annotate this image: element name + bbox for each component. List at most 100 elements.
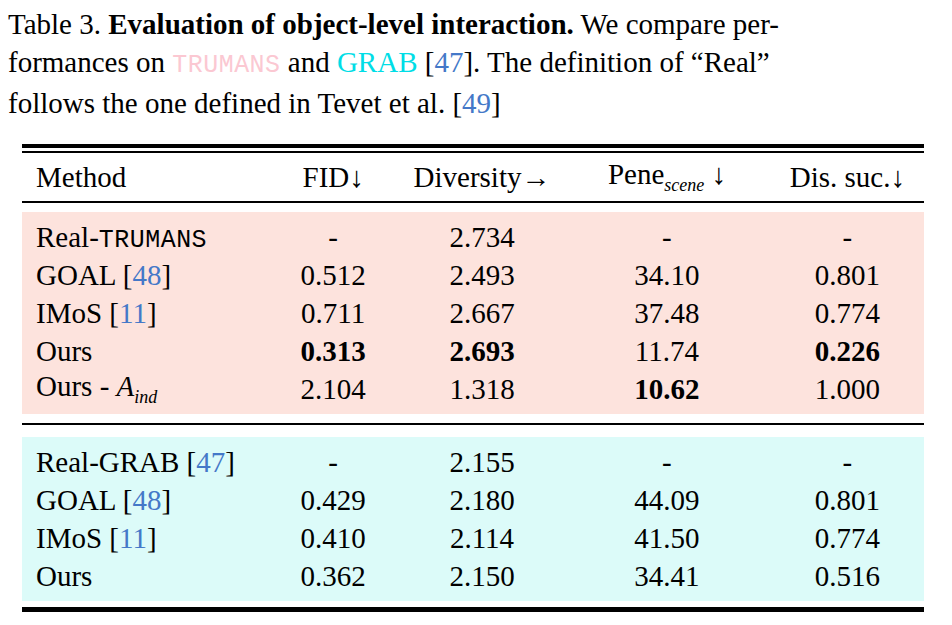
method-text: ]	[161, 259, 171, 291]
table-row: Ours 0.362 2.150 34.41 0.516	[22, 557, 924, 595]
column-header-diversity: Diversity→	[401, 161, 563, 194]
caption-text: We compare per-	[574, 8, 779, 40]
section-grab: Real-GRAB [47] - 2.155 - - GOAL [48] 0.4…	[22, 437, 924, 601]
results-table: Method FID↓ Diversity→ Penescene ↓ Dis. …	[22, 144, 924, 612]
citation-49[interactable]: 49	[462, 87, 491, 119]
cell-dis: 0.226	[771, 335, 924, 368]
method-text: ]	[147, 522, 157, 554]
method-text: Real-GRAB [	[36, 446, 196, 478]
table-row: Real-TRUMANS - 2.734 - -	[22, 218, 924, 256]
citation-11[interactable]: 11	[119, 522, 147, 554]
cell-fid: -	[266, 446, 401, 479]
table-row: Ours - Aind 2.104 1.318 10.62 1.000	[22, 370, 924, 408]
cell-diversity: 2.667	[401, 297, 563, 330]
cell-method: Real-TRUMANS	[22, 221, 266, 254]
method-text: Ours -	[36, 370, 117, 402]
method-text: ]	[161, 484, 171, 516]
cell-pene: 44.09	[563, 484, 770, 517]
citation-47[interactable]: 47	[434, 46, 463, 78]
column-header-method: Method	[22, 161, 266, 194]
caption-text: ]. The definition of “Real”	[463, 46, 769, 78]
cell-pene: 41.50	[563, 522, 770, 555]
cell-diversity: 2.180	[401, 484, 563, 517]
cell-fid: 0.313	[266, 335, 401, 368]
cell-fid: 0.410	[266, 522, 401, 555]
cell-dis: -	[771, 446, 924, 479]
bottom-rule	[22, 607, 924, 612]
column-header-pene-scene: Penescene ↓	[563, 158, 770, 196]
method-text: IMoS [	[36, 522, 119, 554]
caption-text: follows the one defined in Tevet et al. …	[8, 87, 462, 119]
table-row: IMoS [11] 0.410 2.114 41.50 0.774	[22, 519, 924, 557]
cell-method: Real-GRAB [47]	[22, 446, 266, 479]
method-text: IMoS [	[36, 297, 119, 329]
cell-diversity: 2.693	[401, 335, 563, 368]
method-text: Real-	[36, 221, 99, 253]
cell-pene: 37.48	[563, 297, 770, 330]
cell-pene: 34.10	[563, 259, 770, 292]
dataset-trumans-label: TRUMANS	[172, 51, 280, 79]
table-header-row: Method FID↓ Diversity→ Penescene ↓ Dis. …	[22, 153, 924, 201]
cell-method: Ours	[22, 560, 266, 593]
caption-line-1: Table 3. Evaluation of object-level inte…	[8, 5, 944, 43]
cell-dis: -	[771, 221, 924, 254]
pene-base: Pene	[608, 158, 664, 190]
cell-diversity: 2.150	[401, 560, 563, 593]
cell-fid: 0.429	[266, 484, 401, 517]
cell-pene: 11.74	[563, 335, 770, 368]
cell-fid: 0.512	[266, 259, 401, 292]
caption-text: and	[281, 46, 337, 78]
citation-48[interactable]: 48	[132, 259, 161, 291]
section-trumans: Real-TRUMANS - 2.734 - - GOAL [48] 0.512…	[22, 212, 924, 414]
caption-line-3: follows the one defined in Tevet et al. …	[8, 84, 944, 122]
method-text: ]	[147, 297, 157, 329]
cell-dis: 1.000	[771, 373, 924, 406]
citation-11[interactable]: 11	[119, 297, 147, 329]
cell-pene: 10.62	[563, 373, 770, 406]
cell-method: IMoS [11]	[22, 297, 266, 330]
cell-method: Ours - Aind	[22, 370, 266, 408]
cell-method: GOAL [48]	[22, 484, 266, 517]
pene-arrow: ↓	[704, 158, 726, 190]
cell-fid: 0.711	[266, 297, 401, 330]
citation-48[interactable]: 48	[132, 484, 161, 516]
cell-diversity: 2.493	[401, 259, 563, 292]
table-row: GOAL [48] 0.512 2.493 34.10 0.801	[22, 256, 924, 294]
cell-dis: 0.801	[771, 259, 924, 292]
cell-dis: 0.801	[771, 484, 924, 517]
method-text: Ours	[36, 560, 92, 592]
cell-diversity: 2.734	[401, 221, 563, 254]
cell-diversity: 2.155	[401, 446, 563, 479]
cell-diversity: 1.318	[401, 373, 563, 406]
cell-method: GOAL [48]	[22, 259, 266, 292]
table-row: GOAL [48] 0.429 2.180 44.09 0.801	[22, 481, 924, 519]
cell-dis: 0.516	[771, 560, 924, 593]
caption-text: [	[418, 46, 435, 78]
caption-line-2: formances on TRUMANS and GRAB [47]. The …	[8, 43, 944, 84]
method-text: GOAL [	[36, 259, 132, 291]
script-a-symbol: A	[117, 370, 135, 402]
caption-bold-title: Evaluation of object-level interaction.	[108, 8, 574, 40]
cell-pene: -	[563, 221, 770, 254]
cell-fid: 2.104	[266, 373, 401, 406]
table-row: Ours 0.313 2.693 11.74 0.226	[22, 332, 924, 370]
cell-method: Ours	[22, 335, 266, 368]
column-header-fid: FID↓	[266, 161, 401, 194]
citation-47[interactable]: 47	[196, 446, 225, 478]
cell-diversity: 2.114	[401, 522, 563, 555]
cell-pene: -	[563, 446, 770, 479]
caption-text: formances on	[8, 46, 172, 78]
method-text: Ours	[36, 335, 92, 367]
cell-method: IMoS [11]	[22, 522, 266, 555]
cell-fid: -	[266, 221, 401, 254]
pene-subscript: scene	[664, 175, 704, 195]
dataset-grab-label: GRAB	[337, 46, 418, 78]
method-subscript: ind	[134, 387, 157, 407]
method-text: GOAL [	[36, 484, 132, 516]
table-caption: Table 3. Evaluation of object-level inte…	[0, 0, 952, 122]
caption-text: ]	[491, 87, 501, 119]
cell-dis: 0.774	[771, 297, 924, 330]
column-header-dis-suc: Dis. suc.↓	[771, 161, 924, 194]
cell-dis: 0.774	[771, 522, 924, 555]
cell-fid: 0.362	[266, 560, 401, 593]
